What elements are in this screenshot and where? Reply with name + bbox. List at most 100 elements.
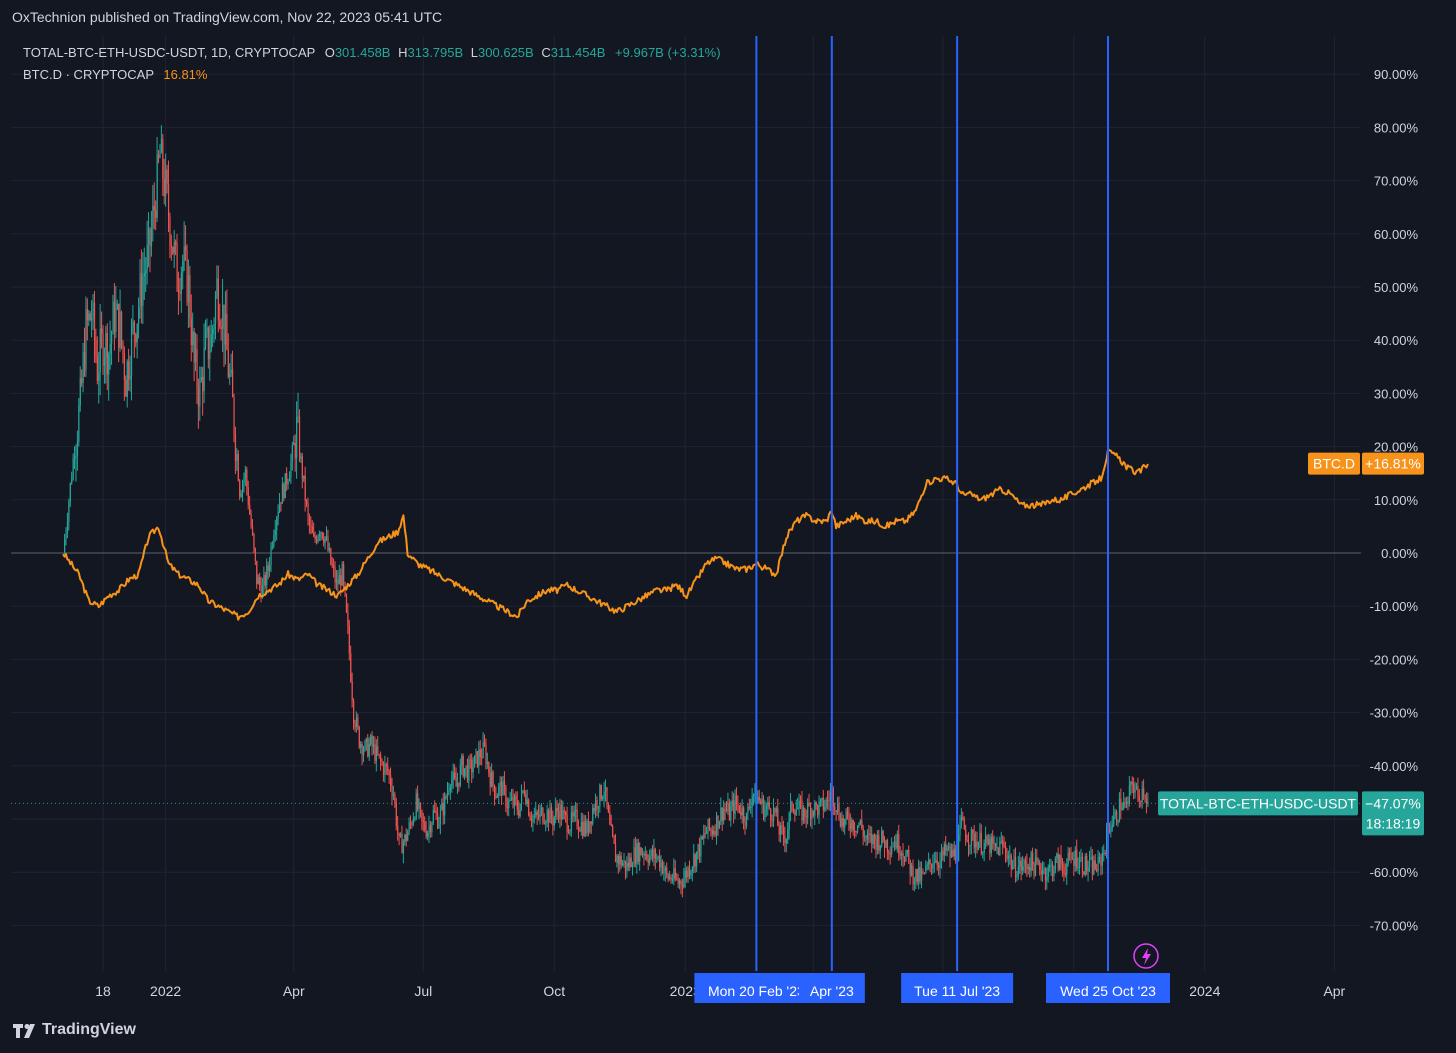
- candle: [985, 826, 987, 850]
- chart-frame[interactable]: 90.00% 80.00% 70.00% 60.00% 50.00% 40.00% 30.0…: [11, 36, 1444, 1008]
- candle-body: [86, 309, 89, 321]
- candle: [404, 833, 406, 846]
- candle-body: [845, 811, 847, 820]
- candle: [219, 303, 221, 330]
- candle: [1017, 856, 1020, 880]
- candle-body: [911, 865, 913, 876]
- candle-body: [283, 483, 285, 499]
- candle-body: [202, 376, 204, 392]
- candle-body: [196, 348, 198, 389]
- candle-body: [1033, 863, 1035, 876]
- candle-body: [327, 536, 329, 551]
- candle-body: [223, 304, 225, 345]
- candle: [145, 256, 147, 292]
- candle: [740, 802, 742, 820]
- candle-body: [294, 443, 296, 459]
- candle: [427, 830, 429, 841]
- candle-body: [166, 169, 168, 185]
- candle-body: [190, 318, 192, 346]
- candle-body: [353, 700, 355, 724]
- candle-body: [115, 309, 117, 332]
- candle-body: [65, 531, 67, 540]
- candle-body: [1076, 849, 1078, 869]
- tradingview-logo[interactable]: TradingView: [12, 1019, 192, 1043]
- candle-body: [613, 835, 615, 844]
- grid-lines: [11, 36, 1361, 971]
- candle: [250, 509, 252, 529]
- candle-body: [180, 272, 182, 294]
- candle-body: [468, 759, 470, 781]
- lightning-icon: [1133, 943, 1159, 969]
- btcd-line: [62, 448, 1149, 621]
- candle-body: [916, 869, 918, 883]
- candle-body: [1140, 801, 1142, 803]
- candle-body: [1000, 840, 1002, 842]
- x-tick-label: 2022: [150, 983, 181, 999]
- candle-body: [723, 808, 725, 821]
- legend-total[interactable]: TOTAL-BTC-ETH-USDC-USDT, 1D, CRYPTOCAP O…: [23, 45, 721, 60]
- candle: [474, 755, 476, 768]
- candle-body: [125, 379, 127, 397]
- candle-body: [1040, 869, 1042, 875]
- candle: [98, 351, 100, 404]
- candle-body: [605, 787, 607, 792]
- candle-body: [933, 862, 936, 864]
- candle-body: [753, 794, 755, 796]
- legend-btcd[interactable]: BTC.D · CRYPTOCAP 16.81%: [23, 67, 207, 82]
- candle-body: [881, 830, 883, 846]
- candle-body: [814, 802, 816, 816]
- candle-body: [706, 830, 708, 834]
- candle-body: [1020, 860, 1022, 871]
- candle-body: [992, 836, 994, 844]
- candle-body: [182, 260, 184, 273]
- candle: [142, 252, 144, 324]
- y-tick-label: 30.00%: [1374, 386, 1419, 401]
- candle-body: [595, 800, 597, 812]
- candle-body: [866, 833, 869, 840]
- candle-body: [703, 833, 705, 839]
- candle-body: [784, 835, 786, 843]
- candle: [888, 849, 890, 860]
- candle: [232, 350, 234, 398]
- candle: [741, 799, 743, 824]
- chart-canvas[interactable]: 90.00%80.00%70.00%60.00%50.00%40.00%30.0…: [11, 36, 1444, 1008]
- candle: [429, 820, 432, 838]
- candle: [115, 285, 117, 339]
- candle-body: [1133, 783, 1135, 793]
- candle: [787, 821, 789, 845]
- candle-body: [1003, 845, 1005, 847]
- candle: [395, 797, 397, 831]
- candle-body: [679, 880, 681, 885]
- candle-body: [579, 829, 581, 832]
- candle-body: [199, 380, 201, 407]
- candle-body: [822, 797, 824, 811]
- candle-body: [266, 565, 268, 586]
- candle-body: [609, 812, 611, 824]
- candle: [365, 737, 368, 751]
- candle: [899, 846, 901, 860]
- candle: [324, 535, 326, 550]
- candle-body: [950, 850, 953, 858]
- candle-body: [350, 653, 352, 682]
- candle-body: [427, 832, 429, 837]
- candle: [1044, 867, 1047, 891]
- candle-body: [374, 744, 376, 762]
- candle-body: [687, 867, 689, 878]
- candle: [754, 783, 756, 803]
- candle-body: [226, 313, 228, 350]
- candle: [1016, 871, 1018, 882]
- candle: [274, 519, 276, 542]
- candle-body: [1128, 785, 1131, 804]
- candle: [343, 561, 345, 590]
- candle: [442, 793, 444, 825]
- candle-body: [392, 794, 395, 796]
- candle: [918, 859, 920, 890]
- candle-body: [792, 808, 795, 812]
- candle: [977, 841, 980, 851]
- candle: [948, 842, 950, 852]
- candle-body: [471, 759, 473, 773]
- candle: [788, 811, 790, 840]
- candle: [585, 815, 587, 837]
- candle-body: [111, 333, 113, 344]
- candle-body: [74, 456, 76, 459]
